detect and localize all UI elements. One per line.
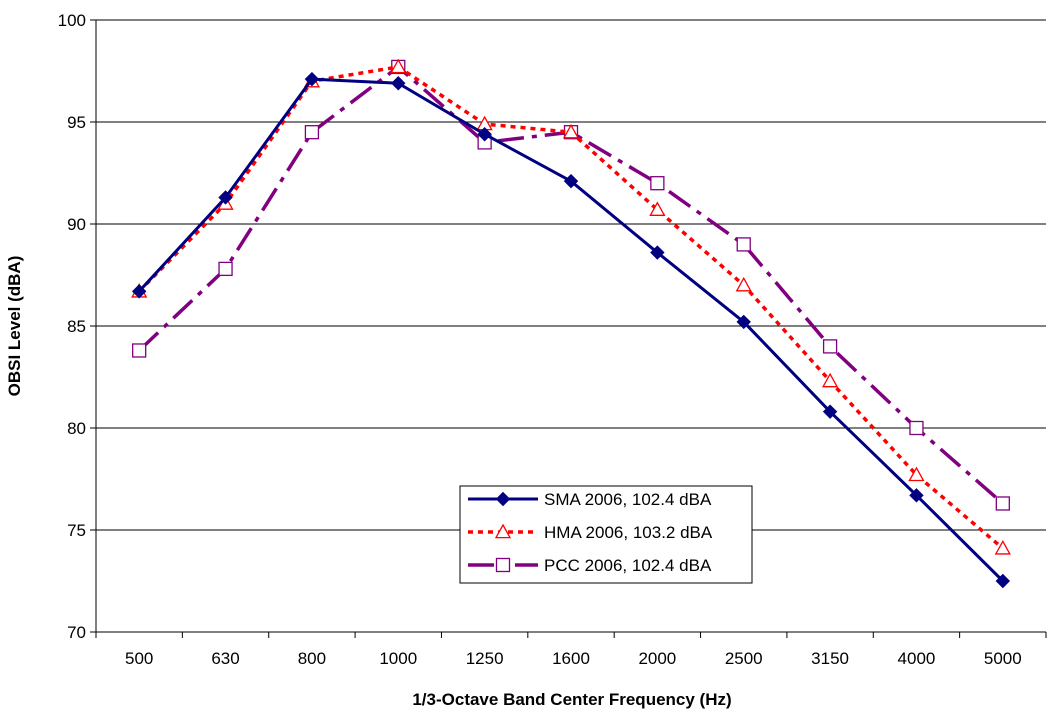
series-diamond: [131, 71, 1011, 589]
x-tick-labels: 500 630 800 1000 1250 1600 2000 2500 3150 4000 500…: [125, 649, 1022, 668]
y-tick-label: 90: [67, 215, 86, 234]
data-point-diamond: [736, 314, 751, 330]
data-point-triangle: [821, 372, 839, 388]
series-triangle: [131, 58, 1011, 555]
data-point-triangle: [735, 276, 752, 292]
y-tick-label: 70: [67, 623, 86, 642]
data-point-triangle: [562, 123, 580, 139]
x-tick-label: 1600: [552, 649, 590, 668]
data-point-diamond: [822, 404, 838, 419]
legend-marker-square: [495, 557, 511, 573]
x-tick-label: 1250: [466, 649, 504, 668]
legend: SMA 2006, 102.4 dBA HMA 2006, 103.2 dBA PC…: [459, 485, 753, 584]
y-tick-label: 100: [58, 11, 86, 30]
x-tick-label: 800: [298, 649, 326, 668]
y-tick-label: 85: [67, 317, 86, 336]
legend-label: SMA 2006, 102.4 dBA: [544, 490, 712, 509]
gridlines: [96, 19, 1046, 531]
data-point-square: [822, 339, 838, 354]
data-point-diamond: [218, 190, 233, 205]
y-tick-label: 95: [67, 113, 86, 132]
data-point-square: [650, 176, 665, 191]
legend-item: HMA 2006, 103.2 dBA: [468, 523, 713, 542]
data-point-square: [132, 343, 147, 358]
legend-label: HMA 2006, 103.2 dBA: [544, 523, 713, 542]
legend-item: SMA 2006, 102.4 dBA: [468, 490, 712, 509]
data-point-diamond: [477, 127, 492, 142]
data-point-triangle: [994, 540, 1011, 555]
x-tick-label: 5000: [984, 649, 1022, 668]
legend-marker-triangle: [494, 523, 512, 539]
x-tick-label: 500: [125, 649, 153, 668]
data-point-diamond: [650, 245, 665, 260]
y-axis-title: OBSI Level (dBA): [5, 256, 24, 397]
data-point-square: [736, 237, 751, 252]
data-point-square: [995, 496, 1010, 511]
data-point-triangle: [908, 466, 925, 482]
x-tick-label: 630: [211, 649, 239, 668]
data-point-diamond: [391, 76, 406, 91]
data-point-square: [218, 261, 233, 277]
series-layer: [131, 58, 1011, 589]
data-point-square: [909, 420, 924, 436]
data-point-diamond: [995, 573, 1011, 589]
legend-item: PCC 2006, 102.4 dBA: [468, 556, 712, 575]
data-point-triangle: [390, 58, 407, 74]
x-tick-label: 3150: [811, 649, 849, 668]
x-tick-label: 2500: [725, 649, 763, 668]
legend-marker-diamond: [495, 491, 511, 507]
data-point-diamond: [909, 488, 924, 503]
data-point-triangle: [649, 201, 666, 216]
data-point-diamond: [131, 284, 147, 299]
x-tick-label: 4000: [898, 649, 936, 668]
x-tick-label: 2000: [638, 649, 676, 668]
data-point-diamond: [563, 173, 579, 189]
x-axis-title: 1/3-Octave Band Center Frequency (Hz): [412, 690, 731, 709]
data-point-diamond: [304, 71, 320, 87]
x-tick-label: 1000: [379, 649, 417, 668]
axes: [90, 19, 1047, 638]
legend-label: PCC 2006, 102.4 dBA: [544, 556, 712, 575]
y-tick-label: 80: [67, 419, 86, 438]
y-tick-label: 75: [67, 521, 86, 540]
y-tick-labels: 70 75 80 85 90 95 100: [58, 11, 86, 642]
series-line: [137, 65, 1004, 505]
data-point-square: [304, 125, 320, 140]
